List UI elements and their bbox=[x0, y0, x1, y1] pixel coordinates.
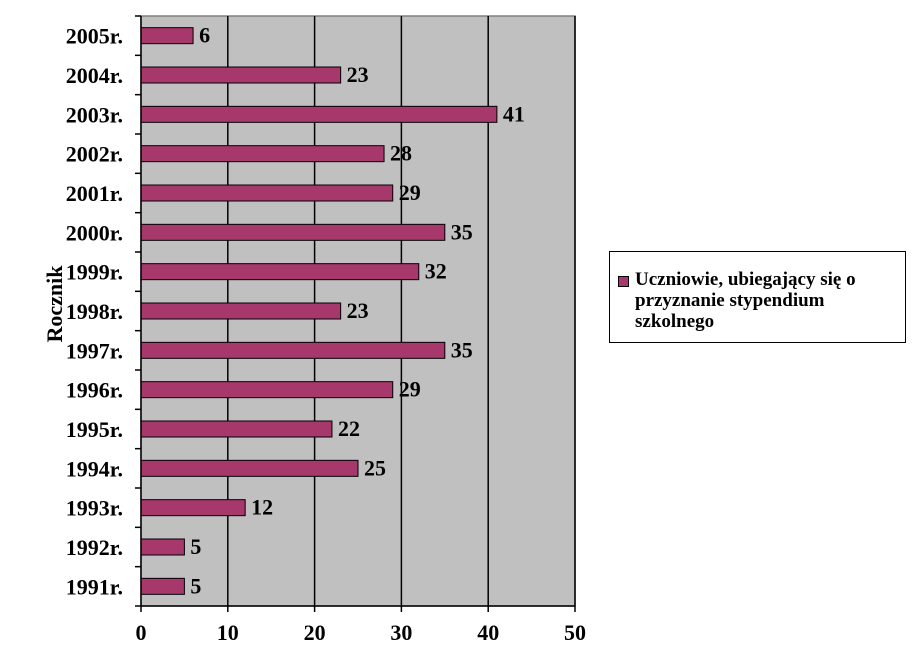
data-label: 12 bbox=[251, 495, 273, 520]
x-tick-label: 10 bbox=[217, 620, 239, 645]
data-label: 35 bbox=[451, 337, 473, 362]
data-label: 29 bbox=[399, 180, 421, 205]
legend: Uczniowie, ubiegający się o przyznanie s… bbox=[609, 251, 906, 343]
data-label: 23 bbox=[347, 298, 369, 323]
data-label: 32 bbox=[425, 259, 447, 284]
bar bbox=[140, 459, 359, 477]
y-tick-label: 2004r. bbox=[66, 63, 123, 88]
y-axis: 1991r. 1992r. 1993r. 1994r. 1995r. 1996r. 1997… bbox=[66, 15, 142, 607]
y-tick-label: 1998r. bbox=[66, 299, 123, 324]
bar bbox=[140, 145, 385, 163]
data-label: 23 bbox=[347, 62, 369, 87]
bar bbox=[140, 577, 185, 595]
x-tick-label: 20 bbox=[304, 620, 326, 645]
bar bbox=[140, 184, 394, 202]
y-tick-label: 1994r. bbox=[66, 456, 123, 481]
x-tick-label: 40 bbox=[477, 620, 499, 645]
bar bbox=[140, 105, 498, 123]
data-label: 25 bbox=[364, 455, 386, 480]
x-tick-label: 50 bbox=[564, 620, 586, 645]
y-tick-label: 1993r. bbox=[66, 496, 123, 521]
y-tick-label: 1997r. bbox=[66, 338, 123, 363]
bar bbox=[140, 341, 446, 359]
bars bbox=[140, 27, 498, 595]
data-label: 22 bbox=[338, 416, 360, 441]
x-tick-label: 0 bbox=[136, 620, 147, 645]
legend-entry: Uczniowie, ubiegający się o przyznanie s… bbox=[618, 269, 899, 332]
y-tick-label: 2005r. bbox=[66, 24, 123, 49]
legend-label: Uczniowie, ubiegający się o przyznanie s… bbox=[635, 269, 856, 332]
y-tick-label: 1996r. bbox=[66, 378, 123, 403]
data-label: 5 bbox=[190, 573, 201, 598]
y-axis-title: Rocznik bbox=[42, 265, 67, 343]
bar bbox=[140, 302, 342, 320]
bar bbox=[140, 499, 246, 517]
data-label: 35 bbox=[451, 219, 473, 244]
data-label: 28 bbox=[390, 141, 412, 166]
y-tick-label: 1999r. bbox=[66, 260, 123, 285]
y-tick-label: 1991r. bbox=[66, 574, 123, 599]
bar bbox=[140, 223, 446, 241]
y-tick-label: 2000r. bbox=[66, 220, 123, 245]
y-tick-label: 1992r. bbox=[66, 535, 123, 560]
data-label: 29 bbox=[399, 377, 421, 402]
x-axis: 0 10 20 30 40 50 bbox=[136, 605, 586, 645]
y-tick-label: 2003r. bbox=[66, 102, 123, 127]
bar bbox=[140, 263, 420, 281]
data-label: 6 bbox=[199, 23, 210, 48]
bar bbox=[140, 538, 185, 556]
bar bbox=[140, 66, 342, 84]
x-tick-label: 30 bbox=[390, 620, 412, 645]
y-tick-label: 1995r. bbox=[66, 417, 123, 442]
data-label: 5 bbox=[190, 534, 201, 559]
y-tick-label: 2001r. bbox=[66, 181, 123, 206]
bar bbox=[140, 420, 333, 438]
data-label: 41 bbox=[503, 101, 525, 126]
y-tick-label: 2002r. bbox=[66, 142, 123, 167]
legend-swatch bbox=[618, 276, 629, 287]
bar bbox=[140, 27, 194, 45]
bar bbox=[140, 381, 394, 399]
